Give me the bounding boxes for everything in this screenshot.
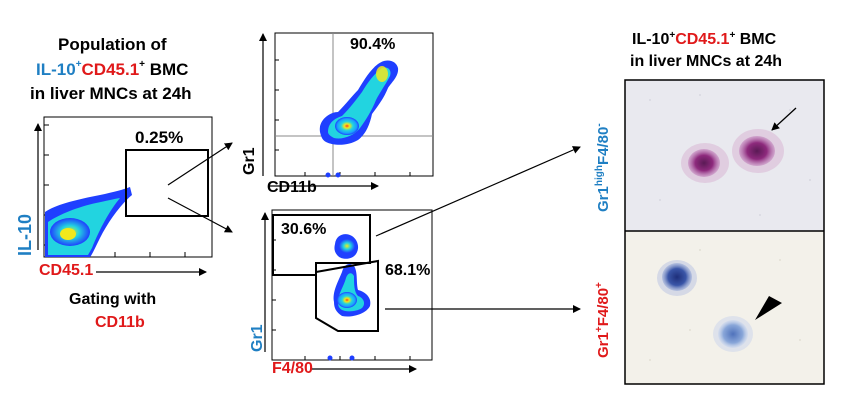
- left-plot-frame: [43, 116, 213, 258]
- upper-pointer-arrow: [771, 107, 797, 131]
- left-title-cd451-sup: +: [139, 59, 146, 70]
- arrow-to-top-plot: [167, 142, 233, 186]
- upper-label-gr1: Gr1: [595, 186, 612, 212]
- top-xaxis-label: CD11b: [267, 179, 317, 196]
- left-density-hot: [60, 228, 76, 240]
- left-title-bmc: BMC: [145, 60, 189, 79]
- top-dotplot: [259, 32, 434, 190]
- micrograph-panel: [624, 79, 825, 385]
- right-title-il10-sup: +: [669, 30, 676, 41]
- gating-line2: CD11b: [95, 314, 145, 331]
- left-title-il10: IL-10: [36, 60, 76, 79]
- left-title-line2: IL-10+CD45.1+ BMC: [36, 59, 189, 80]
- left-plot-xticks: [79, 252, 186, 257]
- micrograph-lower: [625, 231, 824, 384]
- top-yaxis-label: Gr1: [241, 147, 258, 175]
- bottom-gate-percent-upper: 30.6%: [281, 221, 327, 238]
- right-title-cd451: CD45.1: [675, 31, 730, 48]
- lower-cell-2: [718, 320, 748, 348]
- lower-label-f480: F4/80: [595, 287, 612, 327]
- top-plot-frame: [274, 32, 434, 177]
- upper-label-high: high: [594, 165, 605, 187]
- lower-label-plus2: +: [594, 282, 605, 288]
- bottom-density-core: [337, 292, 357, 308]
- upper-cell-1: [688, 149, 720, 177]
- bottom-yaxis-label: Gr1: [249, 324, 266, 352]
- left-title-il10-sup: +: [75, 59, 82, 70]
- top-gate-percent: 90.4%: [350, 36, 396, 53]
- micrograph-frame: [624, 79, 825, 385]
- arrow-to-bottom-plot: [167, 197, 233, 233]
- right-title-bmc: BMC: [735, 31, 777, 48]
- bottom-xaxis-label: F4/80: [272, 360, 313, 377]
- top-density-core: [335, 117, 359, 135]
- left-dotplot: [43, 116, 213, 258]
- right-title-il10: IL-10: [632, 31, 670, 48]
- upper-micrograph-label: Gr1highF4/80-: [594, 123, 612, 212]
- bottom-gate-upper: [272, 214, 371, 276]
- upper-cell-2: [739, 136, 775, 166]
- arrow-to-upper-micrograph: [375, 146, 581, 237]
- left-gate-percent: 0.25%: [135, 128, 184, 147]
- left-yaxis-label: IL-10: [15, 213, 35, 256]
- lower-label-plus1: +: [594, 326, 605, 333]
- left-gate: [125, 149, 209, 217]
- left-title-line3: in liver MNCs at 24h: [30, 84, 192, 103]
- top-density-tail: [376, 66, 388, 82]
- lower-micrograph-label: Gr1+F4/80+: [594, 282, 612, 358]
- top-plot-xticks: [304, 172, 411, 176]
- right-title-cd451-sup: +: [729, 30, 736, 41]
- upper-label-minus: -: [594, 123, 605, 127]
- right-title-line2: in liver MNCs at 24h: [630, 53, 783, 70]
- gating-line1: Gating with: [69, 291, 157, 308]
- left-title-line1: Population of: [58, 35, 167, 54]
- lower-label-gr1: Gr1: [595, 332, 612, 358]
- left-xaxis-label: CD45.1: [39, 262, 94, 279]
- right-title-line1: IL-10+CD45.1+ BMC: [632, 30, 777, 49]
- bottom-plot-xticks: [304, 356, 411, 360]
- bottom-gate-percent-lower: 68.1%: [385, 262, 431, 279]
- top-plot-yticks: [275, 59, 279, 151]
- lower-pointer-triangle: [755, 296, 782, 320]
- bottom-dotplot: [261, 209, 433, 373]
- bottom-gate-lower: [315, 259, 379, 332]
- lower-cell-1: [662, 263, 692, 291]
- upper-label-f480: F4/80: [595, 126, 612, 166]
- left-title-cd451: CD45.1: [81, 60, 140, 79]
